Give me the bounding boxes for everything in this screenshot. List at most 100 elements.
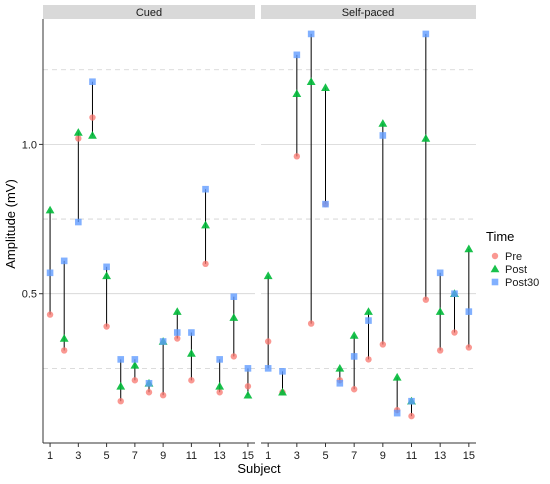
point-post30 — [451, 290, 458, 298]
point-post30 — [436, 269, 444, 277]
point-post — [421, 134, 431, 142]
point-pre — [436, 347, 444, 354]
x-tick-label: 5 — [322, 450, 328, 462]
point-post — [243, 390, 253, 399]
legend-title: Time — [486, 229, 514, 244]
gridlines-cued — [43, 69, 255, 369]
legend-key-post30 — [491, 278, 499, 286]
x-tick-label: 7 — [132, 450, 138, 462]
point-pre — [379, 341, 387, 348]
y-axis-title: Amplitude (mV) — [3, 179, 18, 269]
legend-key-pre — [491, 252, 499, 260]
point-post — [130, 360, 140, 369]
point-post — [187, 349, 196, 357]
point-post — [229, 313, 239, 321]
point-post30 — [75, 218, 82, 226]
point-post — [88, 131, 97, 139]
x-tick-label: 3 — [75, 450, 81, 462]
point-pre — [159, 392, 167, 399]
facet-strip-self-paced — [261, 5, 476, 19]
point-post30 — [307, 30, 315, 38]
x-tick-label: 3 — [294, 450, 300, 462]
marks-cued — [45, 78, 253, 405]
y-tick-label: 1.0 — [22, 139, 37, 151]
point-post — [349, 331, 359, 339]
x-tick-label: 15 — [463, 450, 475, 462]
point-post30 — [379, 132, 387, 139]
point-post — [292, 89, 302, 97]
point-post — [278, 387, 287, 396]
panel-cued: Cued 1 3 5 7 9 11 13 15 — [42, 5, 255, 462]
point-pre — [145, 389, 153, 396]
point-post — [172, 307, 182, 315]
point-post30 — [89, 78, 96, 86]
marks-self-paced — [263, 30, 474, 420]
point-pre — [244, 383, 252, 390]
x-axis-title: Subject — [237, 461, 281, 476]
point-post — [378, 119, 388, 127]
point-pre — [465, 344, 473, 351]
point-pre — [103, 323, 110, 330]
point-post30 — [188, 329, 195, 336]
point-post — [73, 128, 83, 136]
point-post30 — [422, 30, 430, 38]
point-post30 — [336, 379, 344, 387]
x-tick-label: 9 — [380, 450, 386, 462]
x-tick-label: 9 — [160, 450, 166, 462]
x-tick-label: 1 — [265, 450, 271, 462]
x-tick-label: 5 — [104, 450, 110, 462]
point-post30 — [46, 269, 54, 277]
point-post30 — [279, 368, 286, 375]
panel-self-paced: Self-paced 1 3 5 7 9 11 13 15 — [261, 5, 476, 462]
point-post — [364, 307, 373, 315]
x-tick-label: 13 — [434, 450, 446, 462]
facet-label-self-paced: Self-paced — [342, 7, 395, 19]
point-post30 — [173, 329, 181, 336]
point-pre — [75, 135, 82, 142]
x-ticks-self-paced: 1 3 5 7 9 11 13 15 — [265, 443, 475, 462]
point-post30 — [145, 379, 153, 387]
point-post30 — [117, 356, 125, 363]
x-tick-label: 15 — [242, 450, 254, 462]
legend-label-pre: Pre — [505, 251, 522, 263]
facet-strip-cued — [43, 5, 255, 19]
point-post — [215, 381, 225, 390]
point-post30 — [465, 308, 473, 315]
point-pre — [89, 114, 96, 121]
point-post — [464, 244, 474, 253]
point-post — [45, 205, 55, 214]
point-pre — [230, 353, 237, 360]
point-post30 — [393, 409, 401, 417]
point-pre — [174, 335, 181, 342]
point-post30 — [244, 365, 252, 372]
point-pre — [451, 329, 458, 336]
point-post — [321, 83, 330, 91]
point-post30 — [365, 317, 372, 324]
point-post30 — [216, 356, 223, 363]
x-tick-label: 1 — [47, 450, 53, 462]
point-post — [102, 271, 111, 280]
point-pre — [46, 311, 54, 318]
point-post30 — [350, 353, 358, 360]
x-tick-label: 7 — [351, 450, 357, 462]
point-post30 — [230, 293, 238, 300]
point-post — [201, 220, 210, 229]
point-post30 — [322, 200, 329, 208]
point-pre — [365, 356, 372, 363]
point-post30 — [264, 365, 272, 372]
point-post — [263, 271, 273, 280]
point-post30 — [408, 397, 415, 405]
point-pre — [350, 386, 358, 393]
point-post — [435, 307, 445, 315]
point-pre — [60, 347, 68, 354]
point-post — [335, 363, 345, 372]
point-pre — [117, 397, 124, 405]
point-post30 — [293, 51, 301, 59]
x-ticks-cued: 1 3 5 7 9 11 13 15 — [47, 443, 254, 462]
x-tick-label: 13 — [214, 450, 226, 462]
point-post — [392, 372, 402, 381]
point-post — [306, 77, 316, 86]
x-tick-label: 11 — [186, 450, 197, 462]
